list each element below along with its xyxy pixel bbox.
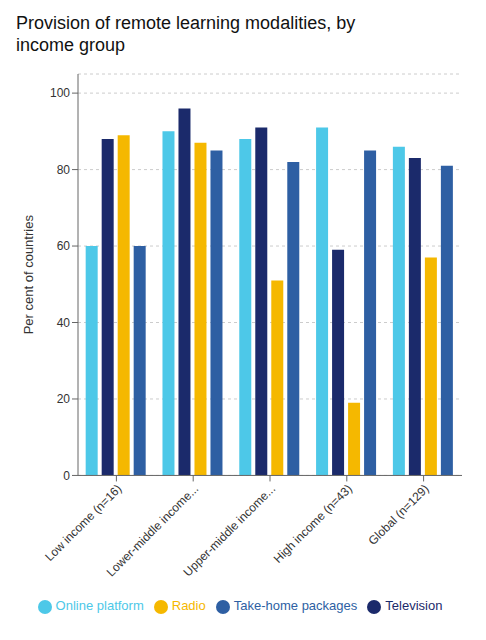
svg-text:80: 80 — [57, 163, 71, 177]
html-text:income group: income group — [16, 35, 126, 55]
html-text:Provision of remote learning m: Provision of remote learning modalities,… — [16, 13, 356, 33]
html-text:Radio: Radio — [171, 598, 206, 614]
svg-text:0: 0 — [63, 469, 70, 483]
svg-text:Upper-middle income...: Upper-middle income... — [181, 482, 279, 580]
svg-text:Low income (n=16): Low income (n=16) — [42, 482, 124, 564]
svg-text:Global (n=129): Global (n=129) — [365, 482, 431, 548]
svg-text:Lower-middle income...: Lower-middle income... — [103, 481, 202, 580]
html-text:Television: Television — [385, 598, 443, 614]
svg-text:40: 40 — [57, 316, 71, 330]
svg-text:High income (n=43): High income (n=43) — [271, 482, 355, 566]
html-text:Online platform: Online platform — [55, 598, 144, 614]
svg-text:100: 100 — [50, 86, 70, 100]
svg-text:Per cent of countries: Per cent of countries — [21, 215, 36, 335]
html-text:Take-home packages: Take-home packages — [233, 598, 358, 614]
svg-text:20: 20 — [57, 392, 71, 406]
svg-text:60: 60 — [57, 239, 71, 253]
